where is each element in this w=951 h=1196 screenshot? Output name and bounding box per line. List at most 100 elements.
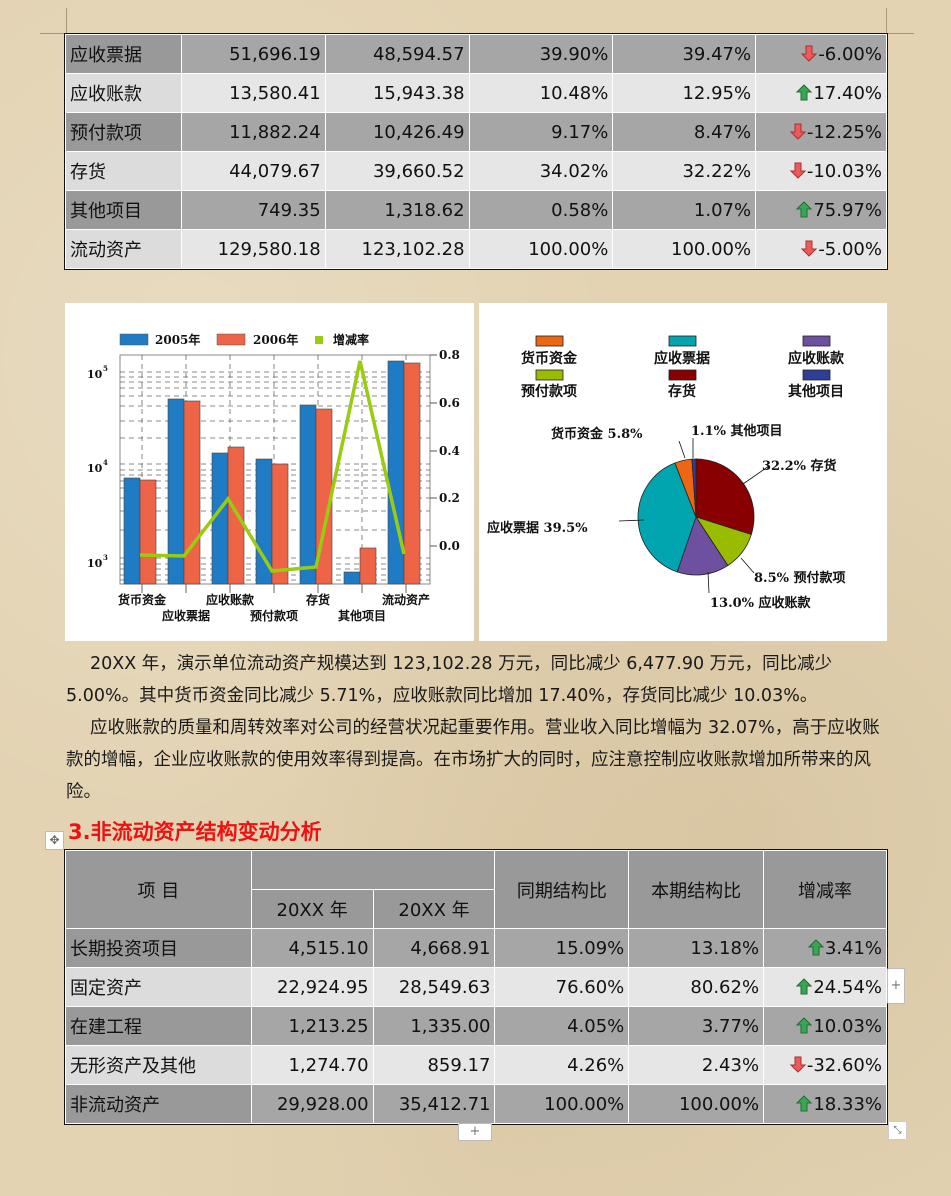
prev-ratio: 4.26% — [494, 1045, 630, 1085]
change-value: -12.25% — [806, 121, 882, 143]
pie-label-receivable: 13.0% 应收账款 — [710, 595, 812, 611]
table-move-handle[interactable]: ✥ — [45, 831, 64, 850]
prev-ratio: 10.48% — [468, 73, 614, 113]
margin-mark — [886, 8, 887, 34]
arrow-down-icon — [789, 162, 807, 179]
pie-label-other: 1.1% 其他项目 — [691, 423, 783, 439]
pie-label-inventory: 32.2% 存货 — [762, 458, 837, 474]
change-value: -10.03% — [806, 160, 882, 182]
value-2006: 15,943.38 — [324, 73, 470, 113]
change-value: 10.03% — [813, 1015, 882, 1037]
margin-mark — [888, 33, 914, 34]
y-tick-1e5: 10 — [87, 368, 103, 381]
pie-legend-label: 应收票据 — [654, 350, 710, 367]
table-row: 预付款项 11,882.24 10,426.49 9.17% 8.47% -12… — [65, 112, 887, 152]
legend-2005: 2005年 — [155, 332, 200, 347]
pie-label-cash: 货币资金 5.8% — [551, 426, 643, 442]
x-label: 预付款项 — [250, 608, 298, 623]
y2-tick: 0.2 — [439, 491, 460, 505]
change-value: -5.00% — [818, 238, 882, 260]
table-row: 非流动资产 29,928.00 35,412.71 100.00% 100.00… — [65, 1084, 887, 1124]
y-tick-1e3: 10 — [87, 557, 103, 570]
value-year1: 4,515.10 — [250, 928, 374, 968]
item-name: 应收账款 — [65, 73, 182, 113]
header-year2: 20XX 年 — [372, 889, 496, 929]
value-2006: 39,660.52 — [324, 151, 470, 191]
table-row: 无形资产及其他 1,274.70 859.17 4.26% 2.43% -32.… — [65, 1045, 887, 1085]
pie-legend-label: 其他项目 — [788, 383, 844, 400]
value-year1: 29,928.00 — [250, 1084, 374, 1124]
prev-ratio: 15.09% — [494, 928, 630, 968]
pie-label-prepaid: 8.5% 预付款项 — [754, 570, 846, 586]
change-cell: 18.33% — [763, 1084, 887, 1124]
y2-tick: 0.4 — [439, 444, 460, 458]
change-cell: 75.97% — [755, 190, 887, 230]
change-cell: 3.41% — [763, 928, 887, 968]
y-tick-exp: 5 — [103, 364, 108, 373]
margin-mark — [66, 8, 67, 34]
cur-ratio: 100.00% — [628, 1084, 765, 1124]
value-2005: 749.35 — [180, 190, 326, 230]
value-2005: 51,696.19 — [180, 34, 326, 74]
x-label: 存货 — [305, 592, 330, 607]
item-name: 预付款项 — [65, 112, 182, 152]
table-resize-handle[interactable]: ⤡ — [888, 1121, 907, 1140]
table-row: 应收账款 13,580.41 15,943.38 10.48% 12.95% 1… — [65, 73, 887, 113]
value-2005: 129,580.18 — [180, 229, 326, 269]
value-2005: 44,079.67 — [180, 151, 326, 191]
header-item: 项 目 — [65, 850, 252, 929]
add-column-button[interactable]: + — [887, 968, 905, 1004]
prev-ratio: 100.00% — [494, 1084, 630, 1124]
change-cell: -10.03% — [755, 151, 887, 191]
table-row: 长期投资项目 4,515.10 4,668.91 15.09% 13.18% 3… — [65, 928, 887, 968]
item-name: 固定资产 — [65, 967, 252, 1007]
change-value: 18.33% — [813, 1093, 882, 1115]
cur-ratio: 80.62% — [628, 967, 765, 1007]
value-year1: 22,924.95 — [250, 967, 374, 1007]
paragraph: 20XX 年，演示单位流动资产规模达到 123,102.28 万元，同比减少 6… — [66, 654, 833, 706]
prev-ratio: 34.02% — [468, 151, 614, 191]
item-name: 存货 — [65, 151, 182, 191]
value-year2: 859.17 — [372, 1045, 496, 1085]
y-tick-exp: 4 — [103, 458, 108, 467]
pie-legend-label: 预付款项 — [521, 383, 577, 400]
pie-legend-label: 应收账款 — [788, 350, 845, 367]
pie-legend-label: 存货 — [668, 383, 696, 400]
value-year2: 28,549.63 — [372, 967, 496, 1007]
prev-ratio: 100.00% — [468, 229, 614, 269]
table-row: 流动资产 129,580.18 123,102.28 100.00% 100.0… — [65, 229, 887, 269]
legend-rate: 增减率 — [333, 332, 369, 347]
non-current-assets-table: 项 目 同期结构比 本期结构比 增减率 20XX 年 20XX 年 长期投资项目… — [64, 849, 888, 1125]
current-assets-table: 应收票据 51,696.19 48,594.57 39.90% 39.47% -… — [64, 33, 888, 270]
pie-legend-label: 货币资金 — [520, 350, 578, 367]
cur-ratio: 12.95% — [612, 73, 757, 113]
prev-ratio: 9.17% — [468, 112, 614, 152]
value-2006: 48,594.57 — [324, 34, 470, 74]
cur-ratio: 100.00% — [612, 229, 757, 269]
arrow-down-icon — [801, 240, 818, 257]
x-label: 流动资产 — [382, 592, 430, 607]
value-year1: 1,274.70 — [250, 1045, 374, 1085]
cur-ratio: 2.43% — [628, 1045, 765, 1085]
value-2005: 13,580.41 — [180, 73, 326, 113]
legend-swatch-rate — [315, 336, 323, 344]
rate-line — [139, 360, 406, 573]
prev-ratio: 39.90% — [468, 34, 614, 74]
table-row: 应收票据 51,696.19 48,594.57 39.90% 39.47% -… — [65, 34, 887, 74]
change-cell: -32.60% — [763, 1045, 887, 1085]
margin-mark — [40, 33, 66, 34]
item-name: 流动资产 — [65, 229, 182, 269]
cur-ratio: 39.47% — [612, 34, 757, 74]
cur-ratio: 1.07% — [612, 190, 757, 230]
body-text: 20XX 年，演示单位流动资产规模达到 123,102.28 万元，同比减少 6… — [66, 648, 886, 808]
legend-2006: 2006年 — [253, 332, 298, 347]
section-heading: 3.非流动资产结构变动分析 — [68, 820, 322, 844]
change-value: -6.00% — [818, 43, 882, 65]
change-value: -32.60% — [806, 1054, 882, 1076]
add-row-button[interactable]: + — [458, 1123, 492, 1141]
table-row: 在建工程 1,213.25 1,335.00 4.05% 3.77% 10.03… — [65, 1006, 887, 1046]
cur-ratio: 13.18% — [628, 928, 765, 968]
change-cell: 24.54% — [763, 967, 887, 1007]
x-label: 应收账款 — [206, 592, 255, 607]
bar-line-chart: 2005年 2006年 增减率 — [65, 303, 474, 641]
